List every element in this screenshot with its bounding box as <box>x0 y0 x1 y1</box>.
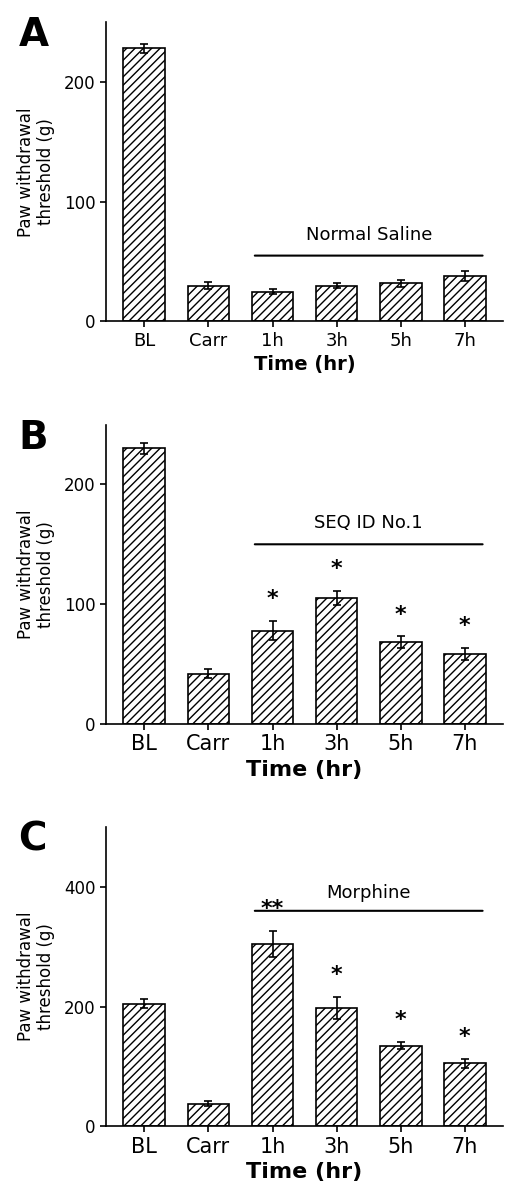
Text: A: A <box>18 16 48 54</box>
Bar <box>188 285 229 321</box>
Bar <box>123 448 165 724</box>
X-axis label: Time (hr): Time (hr) <box>246 1162 363 1182</box>
Text: *: * <box>331 559 343 579</box>
Bar <box>316 285 357 321</box>
Y-axis label: Paw withdrawal
threshold (g): Paw withdrawal threshold (g) <box>17 510 56 639</box>
Text: C: C <box>18 821 47 858</box>
Text: Morphine: Morphine <box>327 884 411 902</box>
Bar <box>444 655 486 724</box>
Text: *: * <box>395 1010 407 1030</box>
Y-axis label: Paw withdrawal
threshold (g): Paw withdrawal threshold (g) <box>17 107 56 236</box>
Bar <box>380 283 422 321</box>
X-axis label: Time (hr): Time (hr) <box>254 355 355 374</box>
Text: *: * <box>395 604 407 625</box>
Text: *: * <box>459 616 471 637</box>
Bar <box>123 48 165 321</box>
Bar <box>380 1046 422 1126</box>
Text: **: ** <box>261 898 284 918</box>
Bar <box>188 1103 229 1126</box>
Bar <box>444 1064 486 1126</box>
Bar <box>252 944 293 1126</box>
Text: Normal Saline: Normal Saline <box>306 225 432 243</box>
Text: *: * <box>331 965 343 986</box>
Bar <box>316 598 357 724</box>
Text: *: * <box>459 1028 471 1047</box>
Bar <box>252 631 293 724</box>
X-axis label: Time (hr): Time (hr) <box>246 760 363 779</box>
Text: SEQ ID No.1: SEQ ID No.1 <box>315 514 423 532</box>
Bar <box>188 674 229 724</box>
Bar <box>444 276 486 321</box>
Y-axis label: Paw withdrawal
threshold (g): Paw withdrawal threshold (g) <box>17 912 56 1042</box>
Bar <box>123 1004 165 1126</box>
Bar <box>316 1008 357 1126</box>
Text: *: * <box>267 589 278 609</box>
Text: B: B <box>18 418 48 457</box>
Bar <box>252 291 293 321</box>
Bar <box>380 643 422 724</box>
